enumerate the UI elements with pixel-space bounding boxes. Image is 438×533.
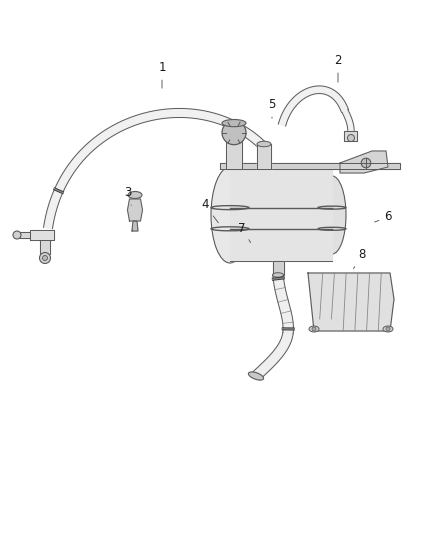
Ellipse shape: [318, 176, 346, 254]
Polygon shape: [252, 333, 293, 380]
Ellipse shape: [309, 326, 319, 332]
Text: 8: 8: [353, 248, 366, 269]
Polygon shape: [40, 240, 50, 254]
Circle shape: [222, 120, 246, 144]
Text: 6: 6: [374, 211, 392, 223]
Polygon shape: [220, 163, 400, 169]
Circle shape: [312, 327, 316, 331]
Polygon shape: [230, 169, 332, 261]
Polygon shape: [342, 110, 354, 131]
Ellipse shape: [272, 273, 283, 277]
Polygon shape: [308, 273, 394, 331]
Circle shape: [347, 134, 354, 141]
Text: 7: 7: [238, 222, 251, 243]
Ellipse shape: [257, 141, 271, 147]
Polygon shape: [257, 144, 271, 169]
Polygon shape: [132, 221, 138, 231]
Circle shape: [39, 253, 50, 263]
Text: 3: 3: [124, 187, 132, 205]
Text: 1: 1: [158, 61, 166, 88]
Text: 2: 2: [334, 54, 342, 82]
Polygon shape: [20, 232, 30, 238]
Polygon shape: [30, 230, 54, 240]
Polygon shape: [272, 261, 283, 275]
Polygon shape: [127, 199, 142, 221]
Circle shape: [361, 158, 371, 168]
Ellipse shape: [222, 119, 246, 127]
Polygon shape: [278, 86, 349, 126]
Polygon shape: [43, 108, 265, 229]
Circle shape: [13, 231, 21, 239]
Text: 5: 5: [268, 99, 276, 118]
Circle shape: [42, 255, 47, 261]
Ellipse shape: [226, 136, 242, 142]
Ellipse shape: [383, 326, 393, 332]
Ellipse shape: [128, 191, 142, 198]
Polygon shape: [344, 131, 357, 141]
Polygon shape: [226, 139, 242, 169]
Ellipse shape: [248, 372, 264, 380]
Polygon shape: [273, 274, 293, 334]
Circle shape: [386, 327, 390, 331]
Text: 4: 4: [201, 198, 218, 223]
Polygon shape: [258, 145, 268, 166]
Ellipse shape: [211, 167, 249, 263]
Polygon shape: [340, 151, 388, 173]
